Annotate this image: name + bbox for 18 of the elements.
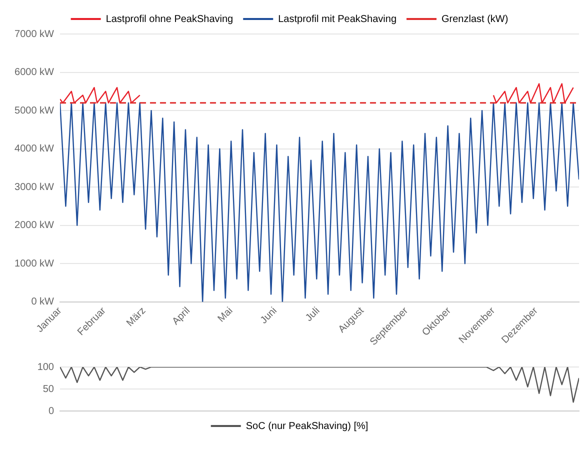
y-tick-label: 4000 kW bbox=[14, 144, 55, 155]
legend-label: Grenzlast (kW) bbox=[442, 14, 508, 25]
y-tick-label: 50 bbox=[42, 384, 54, 395]
y-tick-label: 5000 kW bbox=[14, 105, 55, 116]
x-tick-label: Mai bbox=[216, 305, 236, 325]
y-tick-label: 6000 kW bbox=[14, 67, 55, 78]
legend-label: Lastprofil mit PeakShaving bbox=[278, 14, 397, 25]
y-tick-label: 0 bbox=[48, 406, 54, 417]
x-tick-label: Juli bbox=[304, 305, 322, 324]
y-tick-label: 100 bbox=[37, 362, 54, 373]
y-tick-label: 0 kW bbox=[31, 296, 55, 308]
y-tick-label: 7000 kW bbox=[14, 28, 55, 40]
legend-label: SoC (nur PeakShaving) [%] bbox=[246, 420, 368, 432]
y-tick-label: 3000 kW bbox=[14, 182, 55, 193]
y-tick-label: 2000 kW bbox=[14, 220, 55, 232]
legend-label: Lastprofil ohne PeakShaving bbox=[106, 14, 234, 25]
y-tick-label: 1000 kW bbox=[14, 258, 55, 270]
x-tick-label: Juni bbox=[258, 305, 280, 326]
